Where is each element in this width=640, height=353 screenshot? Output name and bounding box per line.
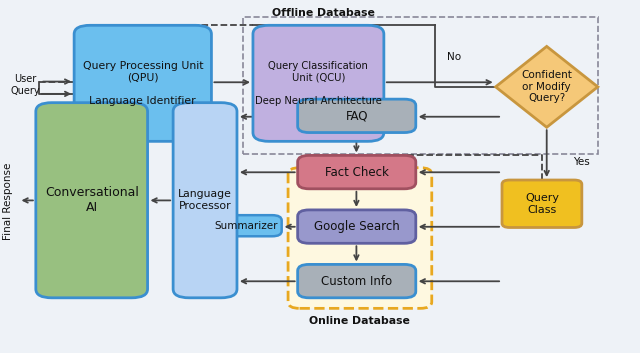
FancyBboxPatch shape [211, 215, 282, 236]
Text: No: No [447, 52, 461, 62]
FancyBboxPatch shape [288, 168, 432, 309]
Text: Custom Info: Custom Info [321, 275, 392, 288]
FancyBboxPatch shape [74, 25, 211, 141]
Text: Fact Check: Fact Check [324, 166, 388, 179]
Text: Language
Processor: Language Processor [178, 190, 232, 211]
Text: Conversational
AI: Conversational AI [45, 186, 139, 214]
FancyBboxPatch shape [253, 25, 384, 141]
Text: Confident
or Modify
Query?: Confident or Modify Query? [521, 70, 572, 103]
FancyBboxPatch shape [298, 155, 416, 189]
FancyBboxPatch shape [36, 103, 148, 298]
Text: FAQ: FAQ [346, 109, 368, 122]
Text: Offline Database: Offline Database [272, 8, 374, 18]
Text: Yes: Yes [573, 157, 590, 167]
FancyBboxPatch shape [298, 264, 416, 298]
Text: Final Response: Final Response [3, 162, 13, 240]
Text: Query Classification
Unit (QCU)

Deep Neural Architecture: Query Classification Unit (QCU) Deep Neu… [255, 61, 382, 106]
Text: User
Query: User Query [10, 74, 40, 96]
Text: Google Search: Google Search [314, 220, 399, 233]
FancyBboxPatch shape [298, 99, 416, 132]
Text: Online Database: Online Database [309, 316, 410, 327]
Text: Query Processing Unit
(QPU)

Language Identifier: Query Processing Unit (QPU) Language Ide… [83, 61, 203, 106]
FancyBboxPatch shape [173, 103, 237, 298]
FancyBboxPatch shape [502, 180, 582, 227]
Text: Summarizer: Summarizer [215, 221, 278, 231]
FancyBboxPatch shape [298, 210, 416, 243]
Text: Query
Class: Query Class [525, 193, 559, 215]
Polygon shape [495, 46, 598, 127]
